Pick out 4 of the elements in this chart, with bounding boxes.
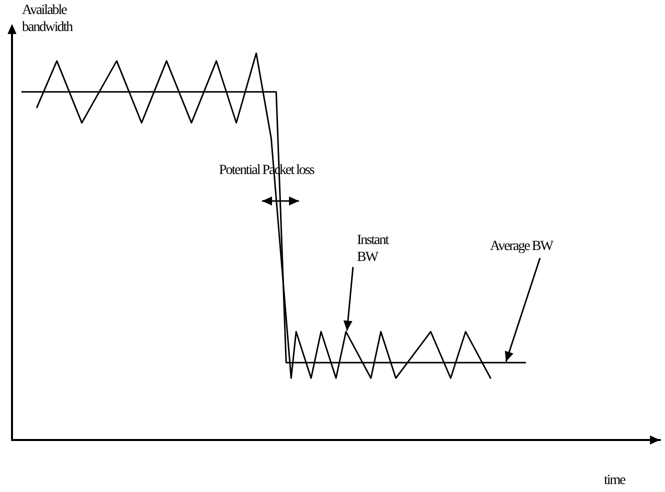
annotation: Average BW [490, 238, 554, 255]
annotation: Instant BW [357, 232, 390, 266]
x-axis-title: time [604, 472, 625, 489]
y-axis-title: Available bandwidth [22, 2, 74, 36]
